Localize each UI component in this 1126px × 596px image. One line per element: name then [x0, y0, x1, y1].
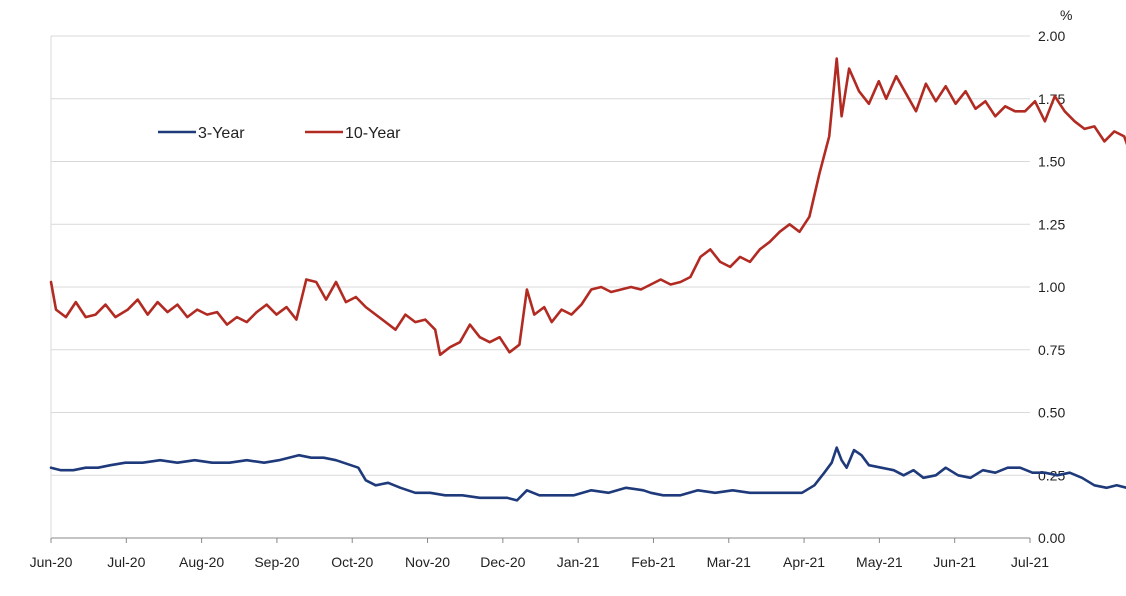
x-tick-label: Feb-21 [631, 554, 676, 570]
y-axis-unit-label: % [1060, 7, 1072, 23]
x-tick-label: Sep-20 [254, 554, 299, 570]
y-tick-label: 0.75 [1038, 342, 1065, 358]
x-tick-label: Jun-21 [933, 554, 976, 570]
x-tick-label: Aug-20 [179, 554, 224, 570]
legend-label: 10-Year [345, 125, 401, 142]
legend-label: 3-Year [198, 125, 245, 142]
gridlines [50, 35, 1030, 539]
y-tick-label: 2.00 [1038, 28, 1065, 44]
legend: 3-Year 10-Year [158, 125, 401, 142]
x-tick-label: Mar-21 [707, 554, 752, 570]
x-tick-label: Dec-20 [480, 554, 525, 570]
x-tick-label: Jan-21 [557, 554, 600, 570]
y-tick-label: 1.50 [1038, 154, 1065, 170]
x-tick-label: Nov-20 [405, 554, 450, 570]
series-line-10-year [49, 57, 1126, 357]
x-tick-label: Jul-21 [1011, 554, 1049, 570]
series-line-3-year [49, 446, 1126, 502]
y-tick-label: 1.25 [1038, 216, 1065, 232]
y-tick-label: 0.00 [1038, 530, 1065, 546]
x-tick-label: Jun-20 [30, 554, 73, 570]
x-tick-label: Oct-20 [331, 554, 373, 570]
x-tick-label: May-21 [856, 554, 903, 570]
x-tick-label: Apr-21 [783, 554, 825, 570]
series-lines [49, 57, 1126, 502]
axes: 0.000.250.500.751.001.251.501.752.00%Jun… [30, 7, 1073, 570]
y-tick-label: 0.50 [1038, 405, 1065, 421]
x-tick-label: Jul-20 [107, 554, 145, 570]
y-tick-label: 1.00 [1038, 279, 1065, 295]
